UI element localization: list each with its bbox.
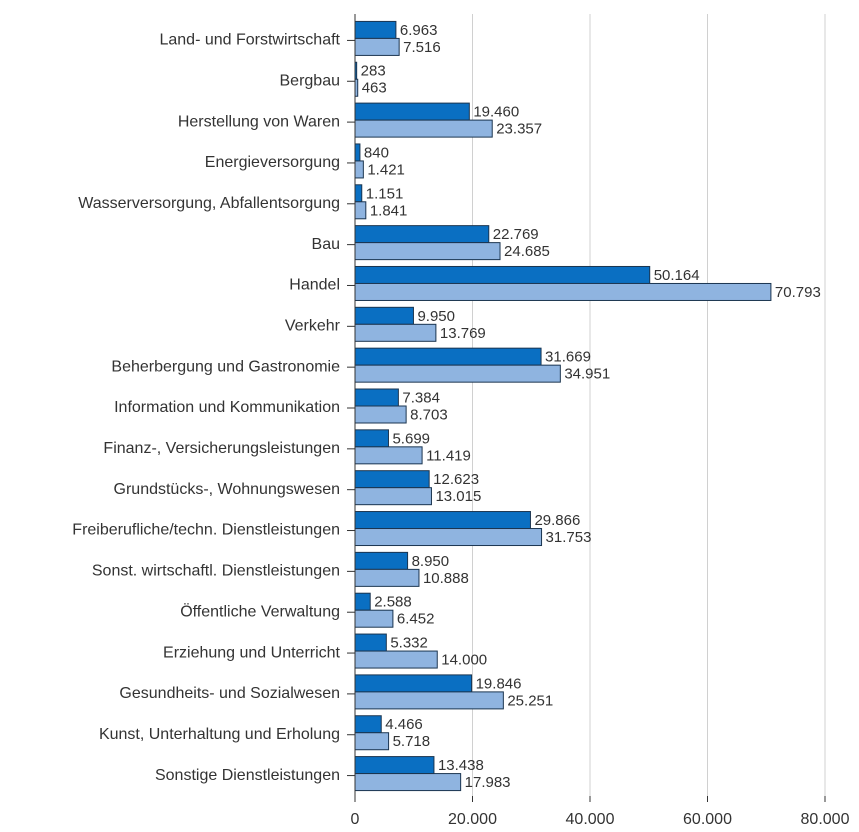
value-label: 283 — [361, 63, 386, 80]
value-label: 31.669 — [545, 349, 591, 366]
bar — [354, 528, 543, 547]
value-label: 31.753 — [546, 529, 592, 546]
y-tick-label: Erziehung und Unterricht — [163, 644, 341, 661]
bar — [354, 323, 437, 342]
y-tick-label: Energieversorgung — [205, 154, 340, 171]
bar — [354, 306, 414, 325]
value-label: 2.588 — [374, 594, 412, 611]
y-tick-label: Bergbau — [280, 72, 341, 89]
value-label: 23.357 — [496, 121, 542, 138]
bar — [354, 405, 407, 424]
y-tick-label: Sonstige Dienstleistungen — [155, 767, 340, 784]
bar — [354, 551, 409, 570]
value-label: 9.950 — [417, 308, 455, 325]
y-tick-label: Grundstücks-, Wohnungswesen — [114, 481, 340, 498]
value-label: 24.685 — [504, 243, 550, 260]
x-tick-label: 0 — [351, 811, 360, 828]
bar — [354, 119, 493, 138]
y-tick-label: Land- und Forstwirtschaft — [159, 32, 340, 49]
bar — [354, 429, 389, 448]
value-label: 1.421 — [367, 161, 405, 178]
value-label: 19.846 — [476, 675, 522, 692]
value-label: 13.015 — [435, 488, 481, 505]
bar — [354, 511, 531, 530]
x-tick-label: 60.000 — [683, 811, 732, 828]
value-label: 34.951 — [564, 366, 610, 383]
bar — [354, 364, 561, 383]
value-label: 8.950 — [412, 553, 450, 570]
value-label: 19.460 — [473, 104, 519, 121]
value-label: 13.769 — [440, 325, 486, 342]
value-label: 6.452 — [397, 611, 435, 628]
value-label: 5.718 — [393, 733, 431, 750]
bar — [354, 242, 501, 261]
y-tick-label: Wasserversorgung, Abfallentsorgung — [78, 195, 340, 212]
value-label: 1.841 — [370, 202, 408, 219]
y-tick-label: Finanz-, Versicherungsleistungen — [103, 440, 340, 457]
bar — [354, 568, 420, 587]
bar — [354, 388, 399, 407]
value-label: 463 — [362, 80, 387, 97]
y-tick-label: Freiberufliche/techn. Dienstleistungen — [72, 522, 340, 539]
bar — [354, 650, 438, 669]
bar — [354, 487, 432, 506]
bar — [354, 201, 367, 220]
value-label: 14.000 — [441, 652, 487, 669]
value-label: 70.793 — [775, 284, 821, 301]
y-tick-label: Gesundheits- und Sozialwesen — [119, 685, 340, 702]
value-label: 7.516 — [403, 39, 441, 56]
bar — [354, 715, 382, 734]
bar — [354, 674, 473, 693]
bar — [354, 592, 371, 611]
value-label: 7.384 — [402, 389, 440, 406]
bar — [354, 143, 361, 162]
value-label: 4.466 — [385, 716, 423, 733]
bar — [354, 160, 364, 179]
y-tick-label: Verkehr — [285, 318, 341, 335]
bar — [354, 265, 651, 284]
y-tick-label: Bau — [312, 236, 340, 253]
bar — [354, 446, 423, 465]
y-tick-label: Handel — [289, 277, 340, 294]
bar — [354, 756, 435, 775]
value-label: 10.888 — [423, 570, 469, 587]
value-label: 12.623 — [433, 471, 479, 488]
value-label: 29.866 — [534, 512, 580, 529]
value-label: 6.963 — [400, 22, 438, 39]
value-label: 1.151 — [366, 185, 404, 202]
bar — [354, 732, 390, 751]
value-label: 11.419 — [426, 447, 471, 464]
bar — [354, 691, 504, 710]
y-tick-label: Kunst, Unterhaltung und Erholung — [99, 726, 340, 743]
bar — [354, 282, 772, 301]
value-label: 5.699 — [392, 430, 430, 447]
y-tick-label: Öffentliche Verwaltung — [180, 602, 340, 620]
bar — [354, 225, 490, 244]
bar — [354, 102, 470, 121]
value-label: 50.164 — [654, 267, 700, 284]
value-label: 8.703 — [410, 406, 448, 423]
bar — [354, 470, 430, 489]
value-label: 25.251 — [507, 692, 553, 709]
x-tick-label: 20.000 — [448, 811, 497, 828]
y-tick-label: Information und Kommunikation — [114, 399, 340, 416]
bar — [354, 773, 462, 792]
y-tick-label: Herstellung von Waren — [178, 113, 340, 130]
value-label: 5.332 — [390, 635, 428, 652]
x-tick-label: 40.000 — [566, 811, 615, 828]
bar — [354, 184, 363, 203]
x-tick-label: 80.000 — [801, 811, 850, 828]
bar — [354, 20, 397, 39]
value-label: 22.769 — [493, 226, 539, 243]
bar — [354, 633, 387, 652]
y-tick-label: Sonst. wirtschaftl. Dienstleistungen — [92, 563, 340, 580]
bar — [354, 609, 394, 628]
value-label: 17.983 — [465, 774, 511, 791]
bar — [354, 37, 400, 56]
y-tick-label: Beherbergung und Gastronomie — [111, 358, 340, 375]
value-label: 13.438 — [438, 757, 484, 774]
bar — [354, 347, 542, 366]
value-label: 840 — [364, 144, 389, 161]
